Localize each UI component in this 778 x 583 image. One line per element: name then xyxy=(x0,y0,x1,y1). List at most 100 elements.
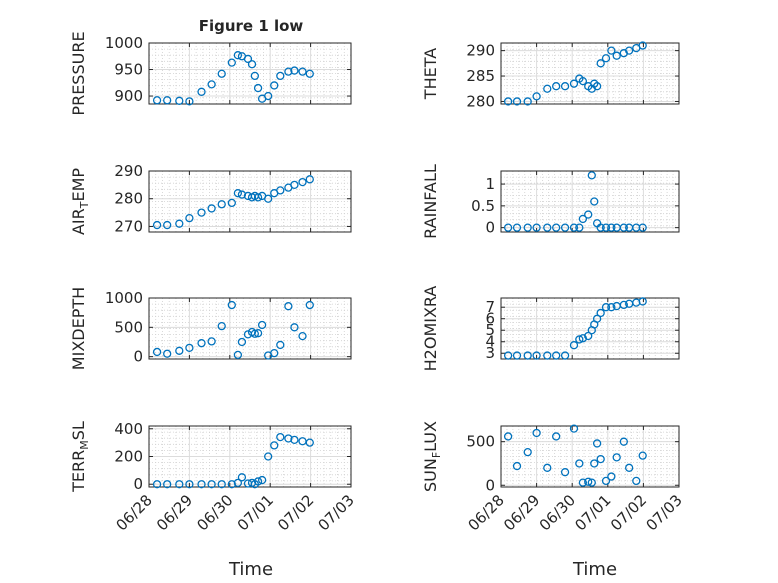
data-point xyxy=(298,67,307,76)
data-point xyxy=(237,190,247,199)
data-point xyxy=(552,432,561,441)
data-point xyxy=(290,66,299,75)
subplot-theta: 280 285 290 THETA xyxy=(421,41,680,110)
data-point xyxy=(217,200,226,209)
data-point xyxy=(569,79,579,88)
data-point xyxy=(233,189,243,198)
minor-grid xyxy=(501,171,679,232)
data-point xyxy=(625,463,634,472)
y-tick-label: 6 xyxy=(485,310,495,328)
data-point xyxy=(233,478,243,487)
data-point xyxy=(175,219,184,228)
data-point xyxy=(237,337,247,347)
y-tick-label: 0.5 xyxy=(471,197,495,215)
data-point xyxy=(227,300,236,310)
figure-title: Figure 1 low xyxy=(199,17,304,35)
y-tick-label: 280 xyxy=(466,92,495,110)
data-point xyxy=(250,71,259,81)
data-point xyxy=(543,463,552,472)
y-tick-label: 280 xyxy=(114,190,143,208)
data-point xyxy=(185,97,194,106)
data-point xyxy=(575,223,584,232)
data-point xyxy=(638,297,647,306)
data-point xyxy=(607,472,616,481)
data-point xyxy=(163,96,172,105)
data-point xyxy=(578,76,588,86)
axes-box xyxy=(500,42,680,105)
data-point xyxy=(175,346,184,355)
major-grid xyxy=(501,298,679,359)
y-tick-label: 270 xyxy=(114,217,143,235)
data-point xyxy=(560,223,570,232)
y-tick-label: 400 xyxy=(114,420,143,438)
data-point xyxy=(207,204,216,213)
data-point xyxy=(264,194,273,203)
data-point xyxy=(512,351,522,360)
data-point xyxy=(503,351,513,360)
y-tick-label: 950 xyxy=(114,61,143,79)
y-tick-label: 290 xyxy=(466,42,495,60)
y-axis-label: MIXDEPTH xyxy=(69,287,88,370)
data-point xyxy=(584,331,593,341)
data-point xyxy=(638,223,647,232)
data-point xyxy=(619,437,628,446)
data-point xyxy=(175,480,184,489)
x-axis-label: Time xyxy=(572,559,617,580)
data-point xyxy=(503,223,513,232)
x-axis-label: Time xyxy=(228,559,273,580)
data-point xyxy=(163,480,172,489)
minor-grid xyxy=(501,298,679,359)
data-point xyxy=(305,69,314,78)
data-point xyxy=(625,46,634,55)
data-point xyxy=(175,96,184,105)
data-point xyxy=(290,435,299,445)
y-axis-label: AIRTEMP xyxy=(69,168,91,235)
data-point xyxy=(601,223,611,232)
data-point xyxy=(523,223,532,232)
data-point xyxy=(276,432,285,442)
data-point xyxy=(217,69,226,78)
data-point xyxy=(584,210,593,219)
data-point xyxy=(532,223,541,232)
data-point xyxy=(207,337,216,346)
axes-box xyxy=(500,170,680,233)
data-point xyxy=(284,302,293,311)
data-point xyxy=(253,83,263,93)
data-point xyxy=(152,480,162,489)
axes-box xyxy=(500,297,680,360)
major-grid xyxy=(501,171,679,232)
data-point xyxy=(512,223,522,232)
y-tick-label: 290 xyxy=(114,162,143,180)
y-tick-label: 3 xyxy=(485,344,495,362)
data-point xyxy=(152,220,162,230)
data-point xyxy=(270,441,279,450)
axes-box xyxy=(148,170,352,233)
data-point xyxy=(569,424,579,433)
data-point xyxy=(578,334,588,343)
data-point xyxy=(237,473,247,482)
data-point xyxy=(552,223,561,232)
data-point xyxy=(305,175,314,184)
data-point xyxy=(592,439,602,448)
y-tick-label: 0 xyxy=(133,348,143,366)
data-point xyxy=(284,434,293,443)
data-point xyxy=(587,171,596,180)
data-point xyxy=(523,351,532,360)
data-point xyxy=(233,51,243,60)
data-point xyxy=(243,54,253,64)
axes-box xyxy=(148,42,352,105)
data-point xyxy=(163,220,172,230)
subplot-air-temp: 270 280 290 AIRTEMP xyxy=(69,162,352,235)
y-tick-label: 0 xyxy=(133,475,143,493)
data-point xyxy=(253,477,263,486)
y-tick-label: 1000 xyxy=(105,289,143,307)
data-point xyxy=(217,480,226,489)
minor-grid xyxy=(149,43,351,104)
data-point xyxy=(596,454,605,464)
data-point xyxy=(227,58,236,67)
y-tick-label: 0 xyxy=(485,219,495,237)
axes-box xyxy=(500,425,680,488)
y-axis-label: TERRMSL xyxy=(69,421,91,493)
